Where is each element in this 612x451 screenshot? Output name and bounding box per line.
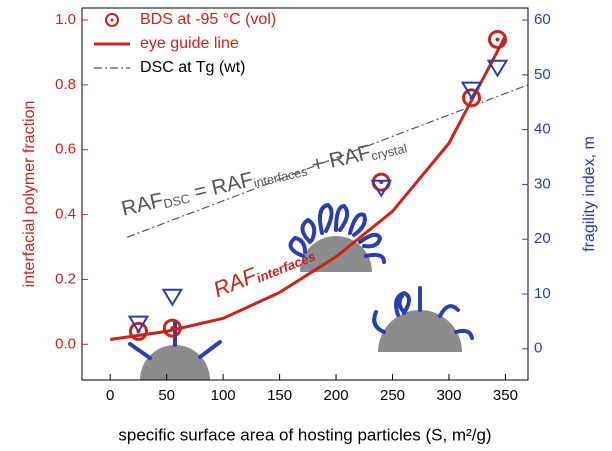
chart: interfacial polymer fraction fragility i… <box>0 0 612 451</box>
y2-tick-label: 10 <box>534 285 551 302</box>
annotation-part: crystal <box>370 142 409 164</box>
annotation-part: RAF <box>119 188 165 220</box>
annotation-part: + RAF <box>303 140 372 177</box>
x-tick-label: 150 <box>267 387 292 404</box>
series-line <box>110 36 505 339</box>
y2-tick-label: 50 <box>534 66 551 83</box>
annotation-part: interfaces <box>252 165 308 191</box>
annotation-part: DSC <box>162 192 191 212</box>
y-axis-label: interfacial polymer fraction <box>21 101 38 288</box>
x-tick-label: 50 <box>158 387 175 404</box>
fragility-point <box>163 290 181 305</box>
annotation: RAFDSC = RAFinterfaces + RAFcrystal <box>119 132 408 221</box>
particle-illustrations <box>130 205 472 380</box>
y-tick-label: 0.4 <box>55 206 76 223</box>
legend-marker <box>111 19 114 22</box>
x-tick-label: 100 <box>211 387 236 404</box>
legend-label: DSC at Tg (wt) <box>140 59 246 76</box>
x-tick-label: 250 <box>380 387 405 404</box>
y2-axis-label: fragility index, m <box>581 136 598 252</box>
annotation-part: = RAF <box>186 168 255 205</box>
y-tick-label: 0.8 <box>55 76 76 93</box>
legend-label: eye guide line <box>140 35 239 52</box>
marker-dot <box>170 326 174 330</box>
y-tick-label: 1.0 <box>55 11 76 28</box>
x-tick-label: 200 <box>324 387 349 404</box>
marker-dot <box>496 37 500 41</box>
y-tick-label: 0.6 <box>55 141 76 158</box>
x-tick-label: 350 <box>493 387 518 404</box>
x-tick-label: 0 <box>106 387 114 404</box>
annotation-part: RAF <box>210 262 262 302</box>
y2-tick-label: 60 <box>534 11 551 28</box>
page: {"chart_data": { "type": "scatter", "xla… <box>0 0 612 451</box>
y-tick-label: 0.0 <box>55 335 76 352</box>
x-tick-label: 300 <box>436 387 461 404</box>
y2-tick-label: 0 <box>534 340 542 357</box>
x-axis-label: specific surface area of hosting particl… <box>118 425 491 444</box>
y-tick-label: 0.2 <box>55 270 76 287</box>
y2-tick-label: 40 <box>534 121 551 138</box>
legend-label: BDS at -95 °C (vol) <box>140 11 276 28</box>
y2-tick-label: 30 <box>534 175 551 192</box>
y2-tick-label: 20 <box>534 230 551 247</box>
